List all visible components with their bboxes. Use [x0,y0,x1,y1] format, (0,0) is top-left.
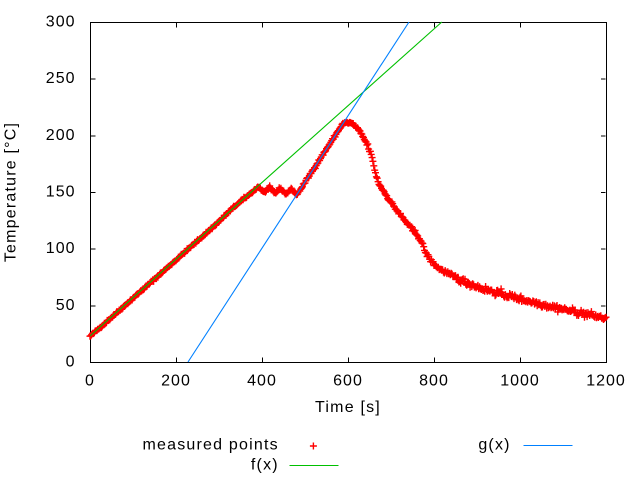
svg-text:0: 0 [66,354,76,371]
svg-text:150: 150 [46,184,76,201]
svg-text:800: 800 [419,373,449,390]
svg-text:measured points: measured points [143,436,279,453]
svg-text:f(x): f(x) [251,456,279,473]
svg-text:1200: 1200 [586,373,626,390]
svg-text:g(x): g(x) [478,436,510,453]
svg-text:400: 400 [247,373,277,390]
svg-text:200: 200 [46,127,76,144]
svg-text:0: 0 [85,373,95,390]
svg-text:100: 100 [46,240,76,257]
svg-text:200: 200 [161,373,191,390]
svg-text:Time [s]: Time [s] [315,399,381,416]
svg-text:Temperature [°C]: Temperature [°C] [3,122,20,262]
svg-text:600: 600 [333,373,363,390]
svg-text:300: 300 [46,14,76,31]
svg-text:250: 250 [46,70,76,87]
svg-text:1000: 1000 [500,373,540,390]
svg-text:50: 50 [56,297,76,314]
